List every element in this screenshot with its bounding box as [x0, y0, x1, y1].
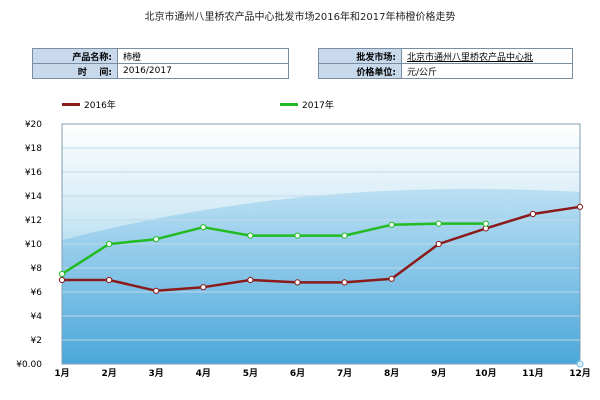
y-tick-label: ¥4 — [31, 312, 43, 322]
series-line-2017 — [61, 222, 486, 276]
data-point[interactable] — [435, 240, 442, 248]
legend-item-2016: 2016年 — [62, 98, 116, 111]
data-point[interactable] — [388, 275, 395, 282]
product-name-value: 柿橙 — [117, 48, 289, 64]
legend-swatch-2016 — [62, 103, 80, 106]
legend-label-2017: 2017年 — [302, 101, 334, 111]
x-tick-label: 7月 — [337, 368, 352, 379]
data-point[interactable] — [105, 276, 113, 284]
data-point[interactable] — [153, 287, 160, 294]
data-point[interactable] — [200, 284, 207, 291]
y-tick-label: ¥10 — [25, 240, 42, 250]
x-tick-label: 6月 — [290, 368, 305, 379]
series-line-2016 — [62, 205, 581, 293]
legend-swatch-2017 — [280, 103, 298, 106]
y-tick-label: ¥12 — [25, 216, 42, 226]
x-tick-label: 10月 — [475, 368, 497, 379]
market-value-link[interactable]: 北京市通州八里桥农产品中心批 — [407, 52, 534, 63]
data-point[interactable] — [482, 220, 489, 227]
data-point[interactable] — [435, 220, 442, 227]
unit-label: 价格单位: — [318, 63, 402, 79]
data-point[interactable] — [200, 224, 207, 231]
data-point[interactable] — [58, 276, 66, 284]
x-tick-label: 11月 — [522, 368, 544, 379]
x-tick-label: 9月 — [431, 368, 446, 379]
data-point[interactable] — [294, 232, 301, 239]
data-point[interactable] — [58, 270, 66, 278]
axis-end-marker — [576, 360, 584, 368]
y-tick-label: ¥16 — [25, 168, 42, 178]
y-axis-ticks: ¥0.00 ¥2 ¥4 ¥6 ¥8 ¥10 ¥12 ¥14 ¥16 ¥18 ¥20 — [16, 120, 42, 370]
plot-wave-decoration — [62, 188, 580, 364]
info-table-right: 批发市场: 北京市通州八里桥农产品中心批 价格单位: 元/公斤 — [318, 48, 573, 79]
data-point[interactable] — [529, 210, 537, 218]
y-tick-label: ¥18 — [25, 144, 42, 154]
x-tick-label: 3月 — [149, 368, 164, 379]
x-tick-label: 5月 — [243, 368, 258, 379]
x-tick-label: 12月 — [569, 368, 591, 379]
legend-label-2016: 2016年 — [84, 101, 116, 111]
info-table-left: 产品名称: 柿橙 时 间: 2016/2017 — [32, 48, 289, 79]
data-point[interactable] — [294, 279, 301, 286]
y-tick-label: ¥6 — [31, 288, 43, 298]
x-tick-label: 4月 — [196, 368, 211, 379]
plot-border — [61, 123, 581, 365]
grid-lines — [62, 147, 580, 341]
x-tick-label: 8月 — [384, 368, 399, 379]
y-tick-label: ¥2 — [31, 336, 42, 346]
data-point[interactable] — [341, 279, 348, 286]
y-tick-label: ¥0.00 — [16, 360, 42, 370]
x-axis-ticks: 1月 2月 3月 4月 5月 6月 7月 8月 9月 10月 11月 12月 — [54, 368, 590, 379]
y-tick-label: ¥8 — [31, 264, 43, 274]
data-point[interactable] — [105, 240, 113, 248]
data-point[interactable] — [247, 276, 254, 284]
data-point[interactable] — [576, 203, 584, 210]
x-tick-label: 1月 — [54, 368, 69, 379]
y-tick-label: ¥14 — [25, 192, 42, 202]
y-tick-label: ¥20 — [25, 120, 42, 130]
x-tick-label: 2月 — [101, 368, 116, 379]
series-layer — [58, 203, 584, 368]
unit-value: 元/公斤 — [401, 63, 573, 79]
product-name-label: 产品名称: — [32, 48, 118, 64]
legend-item-2017: 2017年 — [280, 98, 334, 111]
data-point[interactable] — [388, 221, 395, 228]
data-point[interactable] — [153, 236, 160, 243]
data-point[interactable] — [341, 232, 348, 239]
page-title: 北京市通州八里桥农产品中心批发市场2016年和2017年柿橙价格走势 — [144, 12, 456, 23]
data-point[interactable] — [247, 232, 254, 239]
period-value: 2016/2017 — [117, 63, 289, 79]
market-value-cell[interactable]: 北京市通州八里桥农产品中心批 — [401, 48, 573, 64]
